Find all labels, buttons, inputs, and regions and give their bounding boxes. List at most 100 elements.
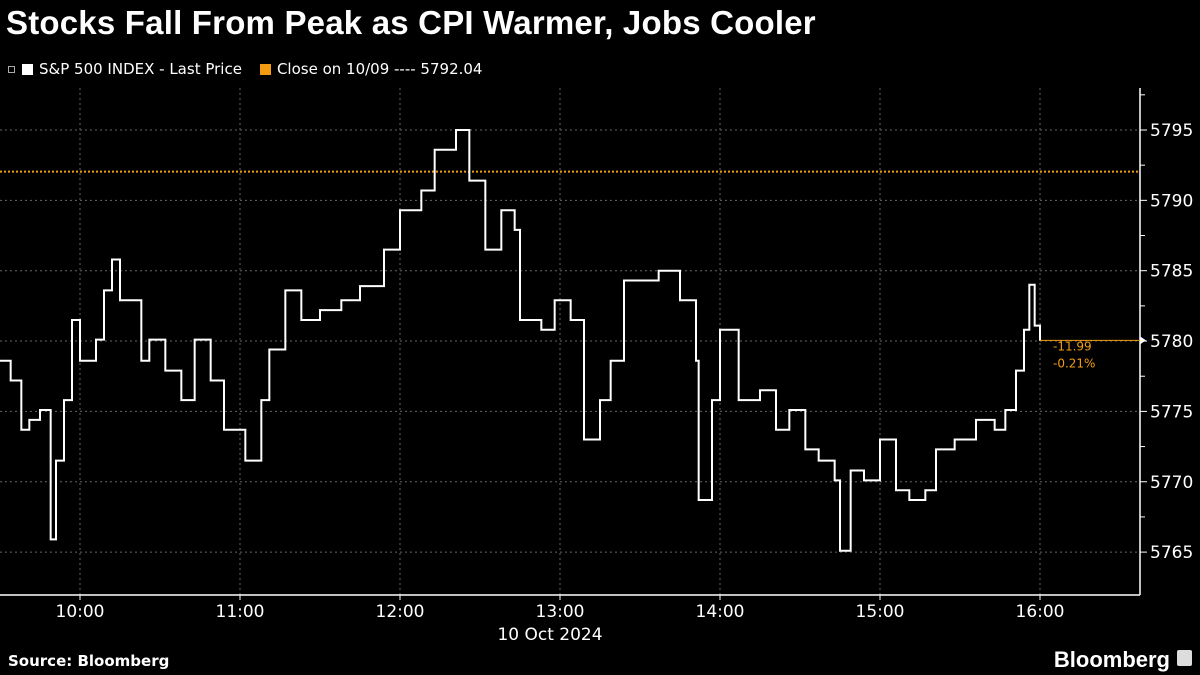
price-point: [383, 248, 385, 251]
price-point: [79, 359, 81, 362]
price-point: [1033, 324, 1036, 327]
price-point: [420, 189, 423, 192]
expand-icon[interactable]: [8, 65, 15, 73]
price-point: [39, 409, 41, 411]
price-point: [553, 299, 556, 302]
y-tick-label: 5765: [1150, 543, 1193, 563]
price-point: [1004, 409, 1007, 411]
price-point: [260, 399, 263, 401]
price-point: [935, 448, 937, 451]
price-point: [244, 459, 247, 462]
price-point: [895, 489, 897, 491]
price-point: [697, 499, 700, 501]
price-point: [513, 229, 516, 231]
x-tick-label: 12:00: [376, 602, 425, 622]
price-point: [193, 338, 196, 341]
price-point: [599, 399, 601, 401]
chart-title: Stocks Fall From Peak as CPI Warmer, Job…: [6, 4, 816, 41]
bloomberg-logo: Bloomberg: [1053, 647, 1170, 672]
price-point: [140, 359, 143, 362]
price-point: [644, 279, 647, 282]
legend-swatch-last-price: [22, 63, 33, 75]
price-point: [340, 299, 343, 302]
price-point: [1028, 283, 1031, 286]
price-point: [839, 549, 841, 552]
change-pct-annotation: -0.21%: [1053, 356, 1095, 370]
legend-label-close: Close on 10/09 ---- 5792.04: [276, 60, 483, 78]
y-tick-label: 5785: [1150, 262, 1193, 282]
price-point: [833, 479, 836, 482]
price-point: [908, 499, 911, 501]
price-point: [359, 285, 361, 287]
price-point: [55, 459, 57, 462]
price-point: [209, 379, 212, 382]
y-tick-label: 5795: [1150, 121, 1193, 141]
price-point: [849, 469, 852, 472]
x-axis-label: 10 Oct 2024: [497, 625, 602, 645]
price-point: [103, 289, 105, 292]
legend-label-last-price: S&P 500 INDEX - Last Price: [39, 60, 242, 78]
source-note: Source: Bloomberg: [8, 652, 170, 670]
price-point: [399, 209, 401, 211]
price-point: [679, 299, 681, 302]
x-tick-label: 16:00: [1016, 602, 1065, 622]
price-point: [879, 438, 881, 441]
price-point: [737, 399, 740, 401]
price-point: [164, 369, 167, 372]
price-point: [975, 419, 977, 421]
x-tick-label: 15:00: [856, 602, 905, 622]
price-point: [519, 319, 521, 321]
price-point: [775, 428, 777, 431]
price-point: [111, 258, 113, 261]
price-point: [1015, 369, 1017, 372]
price-point: [119, 299, 121, 302]
price-point: [1023, 328, 1025, 331]
price-point: [268, 348, 271, 351]
last-price-marker: [1140, 336, 1146, 345]
y-tick-label: 5780: [1150, 332, 1193, 352]
y-tick-label: 5775: [1150, 402, 1193, 422]
price-point: [863, 479, 865, 482]
y-tick-label: 5790: [1150, 191, 1193, 211]
price-point: [28, 419, 31, 421]
price-point: [129, 299, 132, 302]
x-tick-label: 10:00: [56, 602, 105, 622]
price-point: [223, 428, 225, 431]
price-point: [468, 179, 471, 182]
price-point: [455, 129, 457, 131]
legend: S&P 500 INDEX - Last Price Close on 10/0…: [8, 60, 482, 78]
x-tick-label: 13:00: [536, 602, 585, 622]
price-point: [804, 448, 807, 451]
price-point: [500, 209, 503, 211]
price-point: [953, 438, 956, 441]
price-point: [71, 319, 73, 321]
price-point: [759, 389, 761, 392]
price-point: [817, 459, 820, 462]
price-point: [63, 399, 65, 401]
price-point: [284, 289, 287, 292]
price-point: [319, 309, 321, 311]
x-tick-label: 11:00: [216, 602, 265, 622]
price-point: [0, 359, 1, 362]
price-point: [484, 248, 487, 251]
price-point: [9, 379, 12, 382]
price-point: [300, 319, 303, 321]
price-point: [540, 328, 543, 331]
price-point: [623, 279, 625, 282]
price-point: [788, 409, 791, 411]
bloomberg-chart-icon: [1177, 650, 1192, 666]
price-point: [711, 399, 713, 401]
price-point: [993, 428, 996, 431]
price-point: [49, 538, 52, 541]
price-point: [433, 148, 436, 151]
price-point: [148, 338, 151, 341]
price-line: [0, 129, 1041, 552]
price-point: [180, 399, 183, 401]
legend-swatch-close: [259, 63, 271, 75]
x-tick-label: 14:00: [696, 602, 745, 622]
price-point: [569, 319, 572, 321]
price-point: [695, 359, 697, 362]
price-point: [657, 269, 660, 272]
y-tick-label: 5770: [1150, 473, 1193, 493]
